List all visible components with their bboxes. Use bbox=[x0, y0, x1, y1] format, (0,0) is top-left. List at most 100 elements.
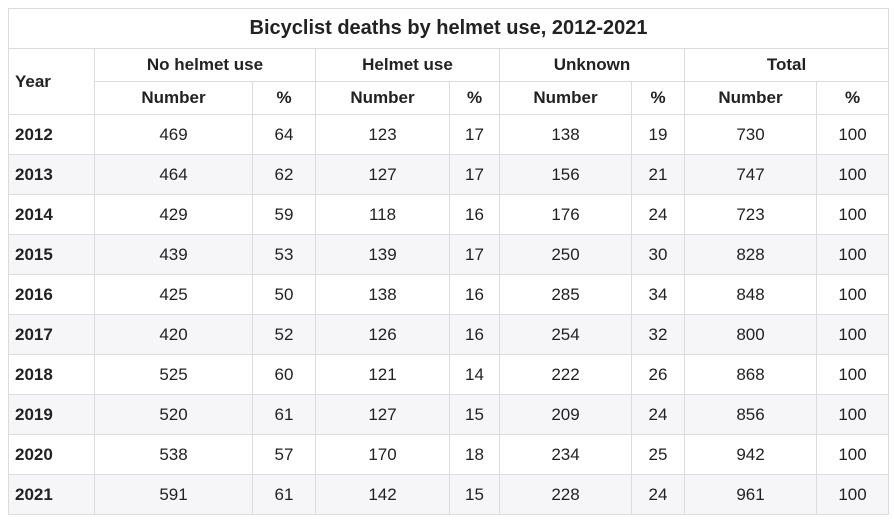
table-row: 2017 420 52 126 16 254 32 800 100 bbox=[8, 314, 890, 355]
cell-percent: 57 bbox=[252, 434, 316, 475]
cell-percent: 18 bbox=[449, 434, 500, 475]
cell-percent: 32 bbox=[631, 314, 685, 355]
table-row: 2012 469 64 123 17 138 19 730 100 bbox=[8, 114, 890, 155]
cell-number: 127 bbox=[315, 394, 450, 435]
cell-percent: 30 bbox=[631, 234, 685, 275]
cell-number: 464 bbox=[94, 154, 253, 195]
cell-percent: 17 bbox=[449, 234, 500, 275]
cell-number: 118 bbox=[315, 194, 450, 235]
row-year: 2014 bbox=[8, 194, 95, 235]
cell-percent: 59 bbox=[252, 194, 316, 235]
table-row: 2018 525 60 121 14 222 26 868 100 bbox=[8, 354, 890, 395]
cell-percent: 16 bbox=[449, 274, 500, 315]
table-row: 2021 591 61 142 15 228 24 961 100 bbox=[8, 474, 890, 515]
cell-percent: 52 bbox=[252, 314, 316, 355]
cell-percent: 100 bbox=[815, 354, 890, 395]
cell-number: 747 bbox=[684, 154, 817, 195]
cell-percent: 100 bbox=[815, 394, 890, 435]
cell-percent: 100 bbox=[815, 154, 890, 195]
cell-number: 176 bbox=[499, 194, 632, 235]
row-year: 2012 bbox=[8, 114, 95, 155]
subheader-number: Number bbox=[499, 81, 632, 115]
cell-percent: 14 bbox=[449, 354, 500, 395]
cell-percent: 62 bbox=[252, 154, 316, 195]
subheader-percent: % bbox=[815, 81, 890, 115]
cell-number: 800 bbox=[684, 314, 817, 355]
table-row: 2016 425 50 138 16 285 34 848 100 bbox=[8, 274, 890, 315]
cell-percent: 15 bbox=[449, 394, 500, 435]
subheader-number: Number bbox=[684, 81, 817, 115]
cell-percent: 100 bbox=[815, 314, 890, 355]
group-header-total: Total bbox=[683, 48, 890, 82]
table-row: 2019 520 61 127 15 209 24 856 100 bbox=[8, 394, 890, 435]
cell-number: 828 bbox=[684, 234, 817, 275]
group-header-helmet: Helmet use bbox=[315, 48, 500, 82]
table-row: 2013 464 62 127 17 156 21 747 100 bbox=[8, 154, 890, 195]
cell-percent: 60 bbox=[252, 354, 316, 395]
cell-number: 121 bbox=[315, 354, 450, 395]
cell-number: 469 bbox=[94, 114, 253, 155]
cell-percent: 100 bbox=[815, 474, 890, 515]
table-row: 2015 439 53 139 17 250 30 828 100 bbox=[8, 234, 890, 275]
table-title: Bicyclist deaths by helmet use, 2012-202… bbox=[7, 8, 890, 49]
subheader-number: Number bbox=[94, 81, 253, 115]
cell-percent: 26 bbox=[631, 354, 685, 395]
cell-number: 234 bbox=[499, 434, 632, 475]
cell-number: 139 bbox=[315, 234, 450, 275]
cell-percent: 100 bbox=[815, 274, 890, 315]
cell-number: 520 bbox=[94, 394, 253, 435]
row-year: 2018 bbox=[8, 354, 95, 395]
cell-percent: 64 bbox=[252, 114, 316, 155]
cell-percent: 53 bbox=[252, 234, 316, 275]
cell-percent: 17 bbox=[449, 114, 500, 155]
cell-number: 123 bbox=[315, 114, 450, 155]
cell-percent: 61 bbox=[252, 394, 316, 435]
cell-percent: 100 bbox=[815, 114, 890, 155]
row-year: 2019 bbox=[8, 394, 95, 435]
cell-number: 525 bbox=[94, 354, 253, 395]
subheader-number: Number bbox=[315, 81, 450, 115]
helmet-deaths-table: Bicyclist deaths by helmet use, 2012-202… bbox=[7, 8, 890, 515]
cell-percent: 50 bbox=[252, 274, 316, 315]
subheader-percent: % bbox=[449, 81, 500, 115]
cell-number: 420 bbox=[94, 314, 253, 355]
cell-number: 170 bbox=[315, 434, 450, 475]
cell-number: 730 bbox=[684, 114, 817, 155]
cell-number: 961 bbox=[684, 474, 817, 515]
cell-percent: 24 bbox=[631, 394, 685, 435]
row-year: 2017 bbox=[8, 314, 95, 355]
cell-percent: 15 bbox=[449, 474, 500, 515]
cell-percent: 34 bbox=[631, 274, 685, 315]
cell-percent: 100 bbox=[815, 234, 890, 275]
table-container: Bicyclist deaths by helmet use, 2012-202… bbox=[7, 8, 890, 515]
table-row: 2020 538 57 170 18 234 25 942 100 bbox=[8, 434, 890, 475]
cell-number: 254 bbox=[499, 314, 632, 355]
cell-number: 222 bbox=[499, 354, 632, 395]
cell-percent: 19 bbox=[631, 114, 685, 155]
cell-percent: 16 bbox=[449, 194, 500, 235]
subheader-percent: % bbox=[631, 81, 685, 115]
cell-number: 538 bbox=[94, 434, 253, 475]
cell-number: 439 bbox=[94, 234, 253, 275]
cell-percent: 25 bbox=[631, 434, 685, 475]
cell-percent: 100 bbox=[815, 194, 890, 235]
cell-number: 138 bbox=[499, 114, 632, 155]
cell-number: 942 bbox=[684, 434, 817, 475]
cell-percent: 61 bbox=[252, 474, 316, 515]
cell-percent: 16 bbox=[449, 314, 500, 355]
cell-number: 591 bbox=[94, 474, 253, 515]
cell-number: 723 bbox=[684, 194, 817, 235]
cell-percent: 24 bbox=[631, 474, 685, 515]
table-body: 2012 469 64 123 17 138 19 730 100 2013 464 62 127 17 1… bbox=[8, 114, 890, 515]
row-year: 2020 bbox=[8, 434, 95, 475]
cell-number: 142 bbox=[315, 474, 450, 515]
cell-number: 425 bbox=[94, 274, 253, 315]
cell-number: 126 bbox=[315, 314, 450, 355]
year-column-header: Year bbox=[8, 48, 95, 115]
row-year: 2021 bbox=[8, 474, 95, 515]
cell-number: 156 bbox=[499, 154, 632, 195]
cell-percent: 100 bbox=[815, 434, 890, 475]
cell-number: 285 bbox=[499, 274, 632, 315]
cell-percent: 24 bbox=[631, 194, 685, 235]
cell-number: 138 bbox=[315, 274, 450, 315]
